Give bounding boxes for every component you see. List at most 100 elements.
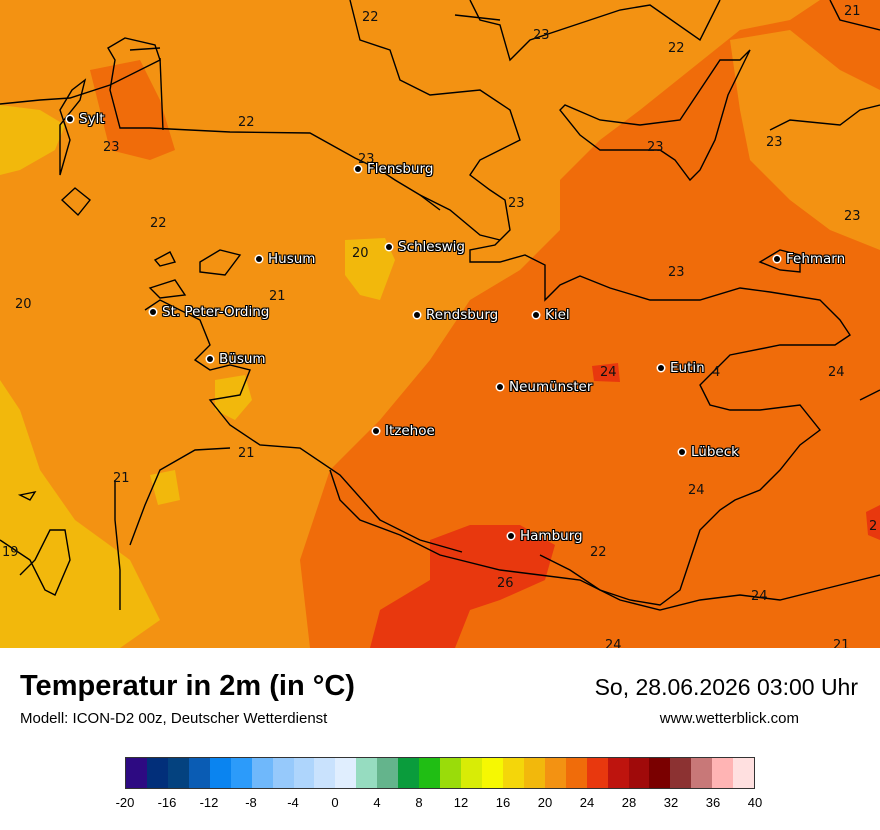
- scale-tick-label: -20: [115, 795, 135, 810]
- temp-label: 24: [828, 365, 845, 380]
- city-label: Fehmarn: [786, 251, 846, 267]
- city-dot: [679, 449, 685, 455]
- city-dot: [386, 244, 392, 250]
- warm-zone: [300, 0, 880, 648]
- city-dot: [256, 256, 262, 262]
- scale-swatch: [356, 758, 378, 788]
- city-buesum[interactable]: Büsum: [207, 351, 266, 367]
- temp-label: 2: [869, 519, 878, 534]
- warm-zone-ne: [730, 30, 880, 250]
- city-label: St. Peter-Ording: [162, 304, 270, 320]
- temp-label: 4: [712, 365, 721, 380]
- scale-tick-label: -12: [199, 795, 219, 810]
- temp-label: 22: [238, 115, 255, 130]
- temp-label: 24: [751, 589, 768, 604]
- scale-swatch: [544, 758, 566, 788]
- temp-label: 23: [766, 135, 783, 150]
- scale-swatch: [607, 758, 629, 788]
- scale-swatch: [126, 758, 147, 788]
- temp-label: 23: [103, 140, 120, 155]
- city-dot: [414, 312, 420, 318]
- hot-zone-mid: [592, 363, 620, 382]
- scale-tick-label: 0: [331, 795, 339, 810]
- scale-tick-label: -16: [157, 795, 177, 810]
- model-info: Modell: ICON-D2 00z, Deutscher Wetterdie…: [20, 710, 328, 727]
- city-fehmarn[interactable]: Fehmarn: [774, 251, 845, 267]
- scale-swatch: [586, 758, 608, 788]
- scale-swatch: [293, 758, 315, 788]
- cool-zone-sw: [150, 470, 180, 505]
- scale-swatch: [335, 758, 357, 788]
- city-flensburg[interactable]: Flensburg: [355, 161, 433, 177]
- scale-swatch: [565, 758, 587, 788]
- scale-swatch: [691, 758, 713, 788]
- temp-label: 23: [358, 152, 375, 167]
- scale-swatch: [440, 758, 461, 788]
- city-schleswig[interactable]: Schleswig: [386, 239, 465, 255]
- color-scale: [125, 757, 755, 789]
- temp-label: 21: [269, 289, 286, 304]
- city-dot: [207, 356, 213, 362]
- city-dot: [533, 312, 539, 318]
- city-hamburg[interactable]: Hamburg: [508, 528, 583, 544]
- city-dot: [658, 365, 664, 371]
- temp-label: 22: [590, 545, 607, 560]
- scale-swatch: [251, 758, 273, 788]
- scale-swatch: [461, 758, 482, 788]
- city-label: Flensburg: [367, 161, 434, 177]
- scale-tick-label: 40: [747, 795, 763, 810]
- city-label: Hamburg: [520, 528, 583, 544]
- scale-swatch: [523, 758, 545, 788]
- scale-tick-label: 32: [663, 795, 679, 810]
- city-dot: [508, 533, 514, 539]
- website-link[interactable]: www.wetterblick.com: [659, 710, 799, 727]
- temp-label: 20: [15, 297, 32, 312]
- scale-swatch: [398, 758, 420, 788]
- city-kiel[interactable]: Kiel: [533, 307, 570, 323]
- temp-label: 22: [362, 10, 379, 25]
- temp-label: 23: [647, 140, 664, 155]
- scale-swatch: [188, 758, 210, 788]
- city-rendsburg[interactable]: Rendsburg: [414, 307, 498, 323]
- scale-tick-label: 36: [705, 795, 721, 810]
- temp-label: 21: [113, 471, 130, 486]
- city-label: Rendsburg: [426, 307, 499, 323]
- scale-swatch: [670, 758, 692, 788]
- city-neumuenster[interactable]: Neumünster: [497, 379, 592, 395]
- scale-tick-label: 12: [453, 795, 469, 810]
- temp-label: 19: [2, 545, 19, 560]
- scale-swatch: [628, 758, 650, 788]
- city-st-peter-ording[interactable]: St. Peter-Ording: [150, 304, 269, 320]
- city-sylt[interactable]: Sylt: [67, 111, 105, 127]
- color-scale-ticks: -20 -16 -12 -8 -4 0 4 8 12 16 20 24 28 32 36 40: [116, 795, 763, 815]
- scale-tick-label: 24: [579, 795, 595, 810]
- temp-label: 26: [497, 576, 514, 591]
- scale-swatch: [272, 758, 294, 788]
- map-title: Temperatur in 2m (in °C): [20, 670, 355, 702]
- cool-zone-west: [0, 380, 160, 648]
- temp-label: 24: [600, 365, 617, 380]
- coastlines: [0, 0, 880, 611]
- scale-swatch: [209, 758, 231, 788]
- scale-tick-label: 20: [537, 795, 553, 810]
- city-dot: [497, 384, 503, 390]
- forecast-datetime: So, 28.06.2026 03:00 Uhr: [594, 674, 858, 700]
- city-dot: [150, 309, 156, 315]
- scale-tick-label: 16: [495, 795, 511, 810]
- city-luebeck[interactable]: Lübeck: [679, 444, 739, 460]
- scale-swatch: [419, 758, 441, 788]
- scale-tick-label: 8: [415, 795, 423, 810]
- city-label: Schleswig: [398, 239, 465, 255]
- city-itzehoe[interactable]: Itzehoe: [373, 423, 435, 439]
- scale-swatch: [314, 758, 336, 788]
- city-eutin[interactable]: Eutin: [658, 360, 705, 376]
- scale-swatch: [649, 758, 671, 788]
- scale-tick-label: -8: [245, 795, 257, 810]
- scale-tick-label: 28: [621, 795, 637, 810]
- scale-swatch: [712, 758, 734, 788]
- scale-swatch: [167, 758, 189, 788]
- city-husum[interactable]: Husum: [256, 251, 315, 267]
- temp-label: 24: [688, 483, 705, 498]
- cool-zone-schleswig: [345, 238, 395, 300]
- temperature-map[interactable]: 22 23 21 22 23 23 22 23 23 23 22 20 23 2…: [0, 0, 880, 648]
